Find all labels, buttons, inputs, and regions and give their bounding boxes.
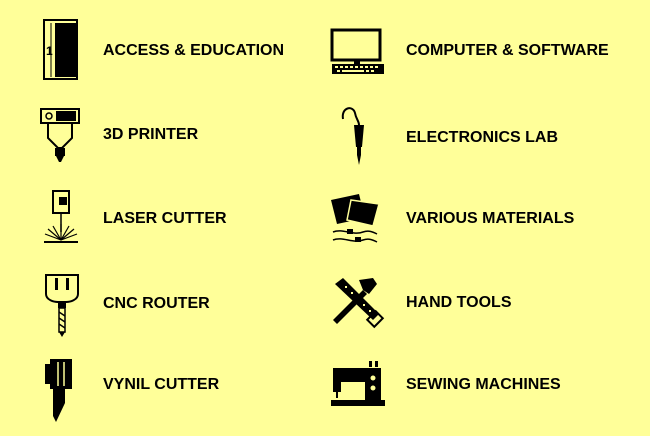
sewing-machine-icon bbox=[329, 360, 385, 408]
item-label: ELECTRONICS LAB bbox=[406, 129, 558, 146]
laser-cutter-icon bbox=[43, 190, 79, 250]
item-label: LASER CUTTER bbox=[103, 210, 227, 227]
item-label: CNC ROUTER bbox=[103, 295, 210, 312]
item-label: ACCESS & EDUCATION bbox=[103, 42, 285, 59]
3d-printer-icon bbox=[40, 108, 80, 168]
item-label: SEWING MACHINES bbox=[406, 376, 561, 393]
computer-icon bbox=[329, 28, 385, 76]
vinyl-cutter-icon bbox=[44, 358, 74, 422]
item-label: VARIOUS MATERIALS bbox=[406, 210, 575, 227]
door-icon: 1 bbox=[43, 19, 79, 81]
materials-icon bbox=[329, 192, 385, 246]
item-label: COMPUTER & SOFTWARE bbox=[406, 42, 609, 59]
item-label: VYNIL CUTTER bbox=[103, 376, 220, 393]
item-label: 3D PRINTER bbox=[103, 126, 199, 143]
item-label: HAND TOOLS bbox=[406, 294, 512, 311]
hand-tools-icon bbox=[329, 276, 385, 329]
soldering-iron-icon bbox=[337, 105, 373, 167]
svg-text:1: 1 bbox=[46, 44, 53, 58]
cnc-router-icon bbox=[44, 274, 80, 338]
